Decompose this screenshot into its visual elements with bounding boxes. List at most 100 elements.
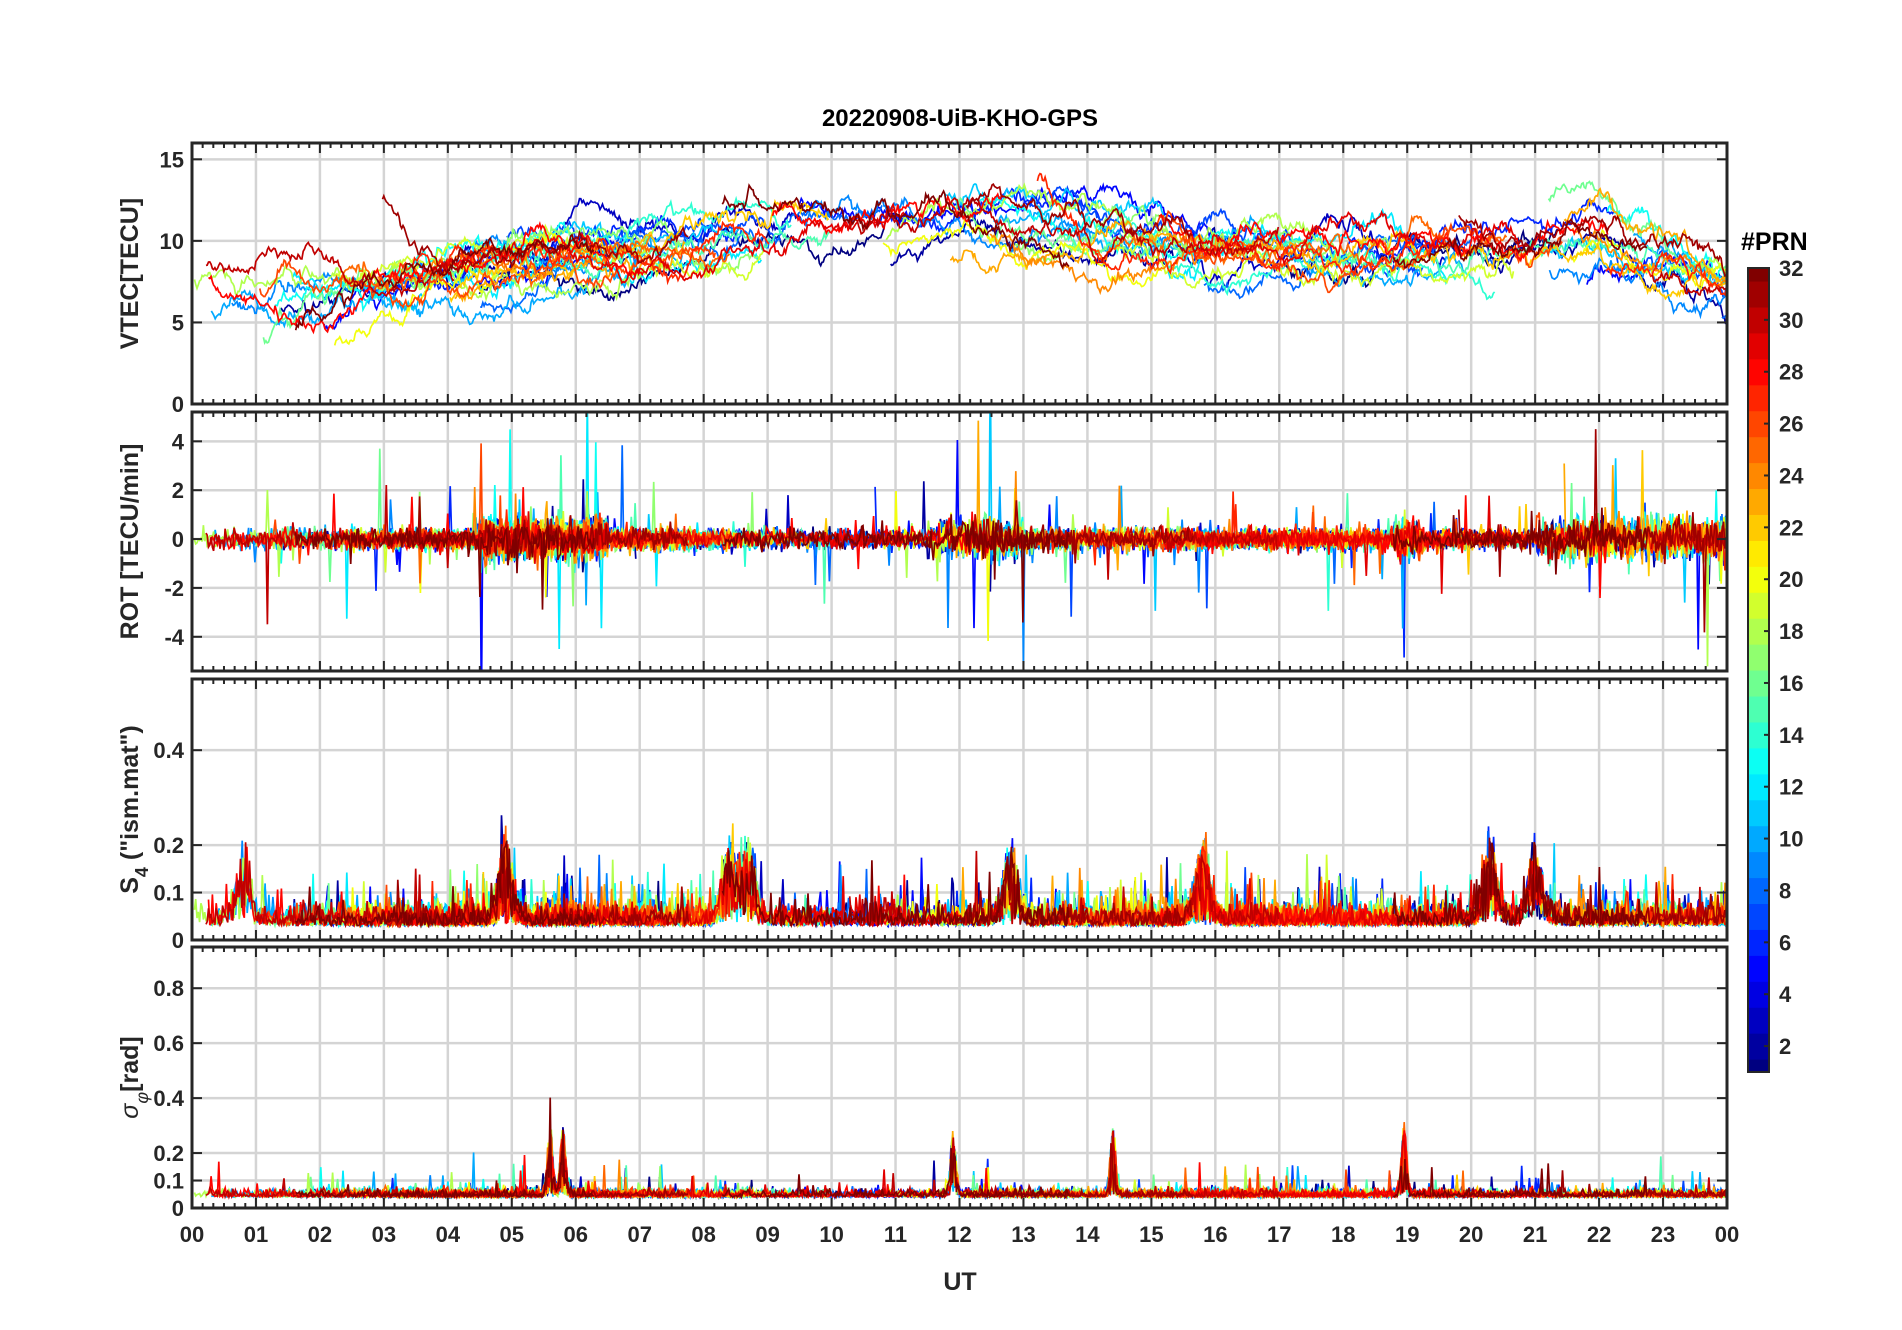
- trace-prn-32: [295, 840, 595, 929]
- x-tick-label: 08: [691, 1222, 715, 1247]
- trace-prn-32: [295, 1097, 595, 1200]
- trace-prn-15: [475, 230, 831, 279]
- trace-prn-8: [480, 205, 883, 315]
- y-tick-label: 5: [172, 310, 184, 335]
- trace-prn-20: [882, 216, 1163, 288]
- y-tick-label: 0.6: [153, 1031, 184, 1056]
- trace-prn-29: [1197, 209, 1529, 266]
- colorbar-segment: [1748, 306, 1769, 334]
- traces: [193, 172, 1727, 346]
- colorbar-segment: [1748, 877, 1769, 905]
- trace-prn-26: [1154, 209, 1563, 294]
- trace-prn-2: [889, 215, 1221, 270]
- colorbar-segment: [1748, 332, 1769, 360]
- colorbar-tick-label: 24: [1779, 463, 1804, 488]
- trace-prn-32: [722, 514, 1070, 623]
- x-tick-label: 22: [1587, 1222, 1611, 1247]
- trace-prn-32: [721, 183, 1070, 270]
- trace-prn-31: [965, 1143, 1194, 1200]
- y-tick-label: 0.4: [153, 1086, 184, 1111]
- colorbar-segment: [1748, 488, 1769, 515]
- trace-prn-32: [1392, 217, 1648, 269]
- y-tick-label: 0.1: [153, 881, 184, 906]
- x-ticks: [191, 143, 1728, 404]
- x-tick-label: 10: [819, 1222, 843, 1247]
- colorbar-segment: [1748, 955, 1769, 982]
- colorbar-tick-label: 28: [1779, 360, 1803, 385]
- colorbar-segment: [1748, 929, 1769, 956]
- colorbar-segment: [1748, 436, 1769, 464]
- trace-prn-27: [1605, 250, 1727, 297]
- colorbar-segment: [1748, 1033, 1769, 1060]
- y-tick-label: 4: [172, 429, 185, 454]
- colorbar-segment: [1748, 268, 1769, 282]
- colorbar-segment: [1748, 280, 1769, 308]
- x-tick-label: 13: [1011, 1222, 1035, 1247]
- colorbar-segment: [1748, 514, 1769, 541]
- colorbar-segment: [1748, 695, 1769, 723]
- trace-prn-11: [943, 183, 1176, 229]
- colorbar-segment: [1748, 410, 1769, 438]
- x-tick-label: 21: [1523, 1222, 1547, 1247]
- colorbar-segment: [1748, 566, 1769, 593]
- colorbar-label: #PRN: [1741, 228, 1808, 256]
- y-tick-label: 0.2: [153, 833, 184, 858]
- y-tick-label: -4: [164, 625, 184, 650]
- colorbar-tick-label: 30: [1779, 308, 1803, 333]
- x-tick-label: 18: [1331, 1222, 1355, 1247]
- colorbar-segment: [1748, 747, 1769, 775]
- colorbar-tick-label: 22: [1779, 515, 1803, 540]
- colorbar-segment: [1748, 540, 1769, 567]
- trace-prn-14: [478, 195, 792, 262]
- colorbar-segment: [1748, 825, 1769, 853]
- y-tick-label: 0.2: [153, 1141, 184, 1166]
- x-axis-label: UT: [943, 1268, 976, 1296]
- x-tick-label: 12: [947, 1222, 971, 1247]
- trace-prn-32: [294, 518, 595, 610]
- colorbar-segment: [1748, 384, 1769, 412]
- trace-prn-30: [205, 240, 455, 298]
- y-axis-label-vtec: VTEC[TECU]: [116, 198, 144, 349]
- colorbar-segment: [1748, 799, 1769, 827]
- colorbar-tick-label: 8: [1779, 878, 1791, 903]
- colorbar-tick-label: 2: [1779, 1034, 1791, 1059]
- x-tick-label: 23: [1651, 1222, 1675, 1247]
- y-tick-label: 0: [172, 1196, 184, 1221]
- x-tick-label: 20: [1459, 1222, 1483, 1247]
- traces: [193, 815, 1727, 930]
- trace-prn-31: [965, 854, 1194, 929]
- colorbar-segment: [1748, 981, 1769, 1008]
- y-tick-label: 0: [172, 527, 184, 552]
- colorbar-tick-label: 10: [1779, 827, 1803, 852]
- trace-prn-8: [1721, 314, 1727, 320]
- colorbar-tick-label: 12: [1779, 775, 1803, 800]
- colorbar-segment: [1748, 1059, 1769, 1073]
- trace-prn-18: [193, 260, 673, 303]
- colorbar-segment: [1748, 1007, 1769, 1034]
- y-tick-label: 15: [160, 147, 184, 172]
- trace-prn-30: [848, 514, 1279, 580]
- panel-rot: -4 -2 0 2 4 ROT [TECU/min]: [116, 410, 1729, 673]
- trace-prn-28: [1158, 213, 1609, 263]
- colorbar-segment: [1748, 851, 1769, 879]
- trace-prn-32: [1392, 841, 1648, 929]
- x-ticks: [191, 947, 1728, 1208]
- trace-prn-31: [965, 183, 1194, 240]
- chart-title: 20220908-UiB-KHO-GPS: [822, 105, 1098, 132]
- x-tick-label: 11: [884, 1222, 907, 1247]
- x-tick-label: 15: [1139, 1222, 1163, 1247]
- x-axis: 00 01 02 03 04 05 06 07 08 09 10 11 12 13 14 15 16 17 18 19…: [180, 1222, 1739, 1247]
- trace-prn-31: [1458, 214, 1727, 277]
- y-tick-label: 0: [172, 392, 184, 417]
- colorbar-segment: [1748, 670, 1769, 697]
- colorbar-segment: [1748, 592, 1769, 619]
- trace-prn-19: [1112, 238, 1515, 289]
- x-tick-label: 17: [1267, 1222, 1291, 1247]
- colorbar-tick-label: 4: [1779, 982, 1792, 1007]
- trace-prn-24: [989, 232, 1285, 296]
- colorbar-segment: [1748, 721, 1769, 749]
- x-ticks: [191, 679, 1728, 940]
- trace-prn-29: [436, 202, 906, 285]
